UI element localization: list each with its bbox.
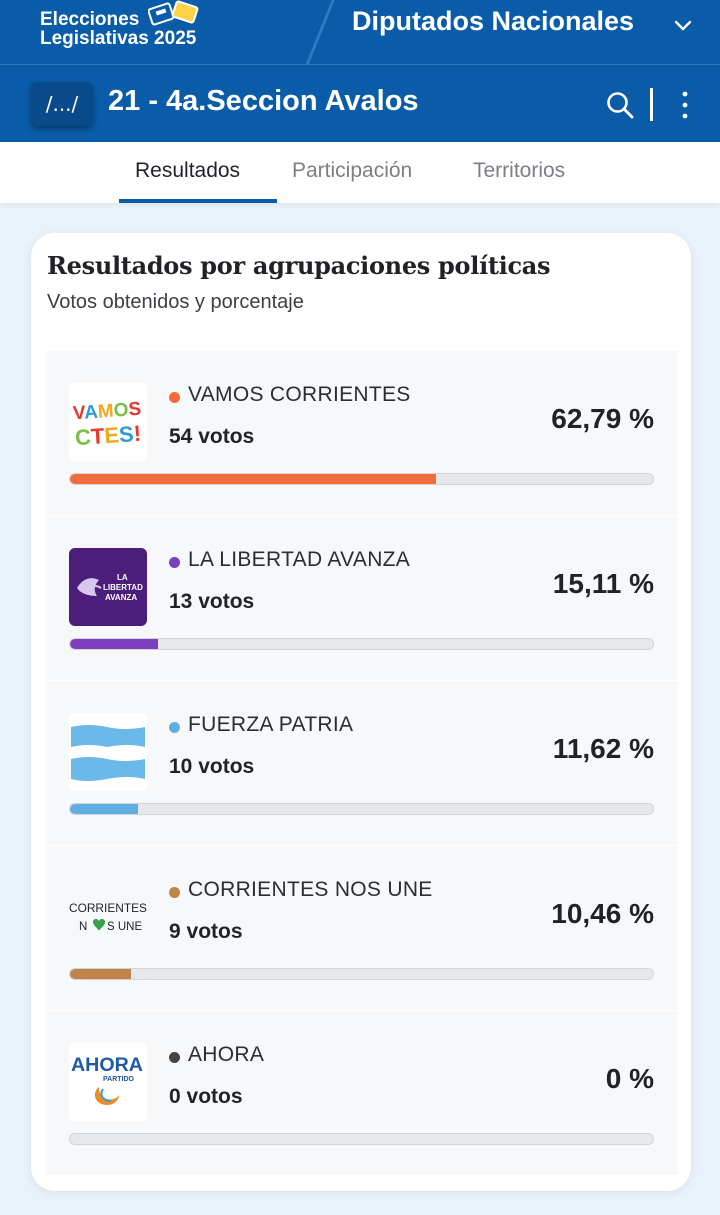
party-name: LA LIBERTAD AVANZA — [188, 548, 411, 571]
results-card: Resultados por agrupaciones políticas Vo… — [31, 233, 691, 1191]
svg-text:N: N — [79, 921, 87, 933]
party-percent: 10,46 % — [551, 898, 654, 929]
svg-text:PARTIDO: PARTIDO — [103, 1076, 135, 1083]
party-percent: 11,62 % — [552, 733, 654, 764]
breadcrumb-button[interactable]: /.../ — [31, 82, 93, 126]
toolbar-divider — [650, 88, 653, 121]
party-progress-bar — [69, 968, 654, 980]
party-votes: 0 votos — [169, 1085, 243, 1108]
svg-text:S UNE: S UNE — [107, 921, 142, 933]
section-title: 21 - 4a.Seccion Avalos — [108, 85, 419, 117]
party-progress-bar — [69, 638, 654, 650]
party-color-dot — [169, 557, 180, 568]
section-bar: /.../ 21 - 4a.Seccion Avalos — [0, 64, 720, 142]
brand-line1: Elecciones — [40, 9, 140, 30]
party-name: VAMOS CORRIENTES — [188, 383, 411, 406]
party-votes: 10 votos — [169, 755, 255, 778]
app-header: Elecciones Legislativas 2025 Diputados N… — [0, 0, 720, 64]
active-tab-indicator — [119, 199, 277, 203]
results-subtitle: Votos obtenidos y porcentaje — [47, 291, 304, 313]
party-percent: 15,11 % — [552, 568, 654, 599]
ballot-box-icon — [148, 0, 199, 26]
party-progress-bar — [69, 1133, 654, 1145]
chevron-down-icon[interactable] — [672, 14, 694, 36]
party-color-dot — [169, 887, 180, 898]
tab-bar: Resultados Participación Territorios — [0, 142, 720, 203]
svg-text:VAMOS: VAMOS — [72, 399, 142, 425]
svg-text:AHORA: AHORA — [71, 1055, 143, 1076]
party-name: CORRIENTES NOS UNE — [188, 878, 433, 901]
header-divider — [302, 0, 337, 64]
party-row-la-libertad-avanza[interactable]: LA LIBERTAD AVANZA LA LIBERTAD AVANZA 13… — [46, 516, 678, 680]
fuerza-patria-flag-logo — [69, 713, 147, 791]
tab-resultados[interactable]: Resultados — [135, 159, 241, 182]
party-votes: 54 votos — [169, 425, 255, 448]
party-color-dot — [169, 1052, 180, 1063]
svg-text:CORRIENTES: CORRIENTES — [69, 903, 147, 915]
party-row-corrientes-nos-une[interactable]: CORRIENTES N S UNE CORRIENTES NOS UNE 9 … — [46, 846, 678, 1010]
svg-text:LA: LA — [117, 573, 128, 582]
svg-text:AVANZA: AVANZA — [105, 593, 137, 602]
more-options-icon[interactable] — [677, 89, 693, 121]
party-votes: 13 votos — [169, 590, 255, 613]
party-color-dot — [169, 392, 180, 403]
party-row-vamos-corrientes[interactable]: VAMOS CTES! VAMOS CORRIENTES 54 votos 62… — [46, 351, 678, 515]
results-title: Resultados por agrupaciones políticas — [47, 251, 551, 280]
party-progress-fill — [70, 804, 138, 814]
tab-participacion[interactable]: Participación — [292, 159, 413, 182]
party-progress-fill — [70, 474, 437, 484]
svg-text:LIBERTAD: LIBERTAD — [103, 583, 143, 592]
party-progress-bar — [69, 473, 654, 485]
party-percent: 0 % — [605, 1063, 654, 1094]
brand-line2: Legislativas 2025 — [40, 28, 197, 49]
brand-logo[interactable]: Elecciones Legislativas 2025 — [40, 0, 199, 49]
party-votes: 9 votos — [169, 920, 243, 943]
party-progress-fill — [70, 639, 159, 649]
party-progress-fill — [70, 969, 131, 979]
search-icon[interactable] — [605, 90, 635, 120]
party-row-ahora[interactable]: AHORA PARTIDO AHORA 0 votos 0 % — [46, 1011, 678, 1175]
election-type-selector[interactable]: Diputados Nacionales — [352, 6, 635, 36]
la-libertad-avanza-logo: LA LIBERTAD AVANZA — [69, 548, 147, 626]
vamos-corrientes-logo: VAMOS CTES! — [69, 383, 147, 461]
ahora-partido-logo: AHORA PARTIDO — [69, 1043, 147, 1121]
party-name: AHORA — [188, 1043, 265, 1066]
tab-territorios[interactable]: Territorios — [473, 159, 566, 182]
corrientes-nos-une-logo: CORRIENTES N S UNE — [69, 878, 147, 956]
party-color-dot — [169, 722, 180, 733]
party-name: FUERZA PATRIA — [188, 713, 354, 736]
party-progress-bar — [69, 803, 654, 815]
party-percent: 62,79 % — [551, 403, 654, 434]
svg-text:CTES!: CTES! — [74, 421, 142, 451]
party-row-fuerza-patria[interactable]: FUERZA PATRIA 10 votos 11,62 % — [46, 681, 678, 845]
